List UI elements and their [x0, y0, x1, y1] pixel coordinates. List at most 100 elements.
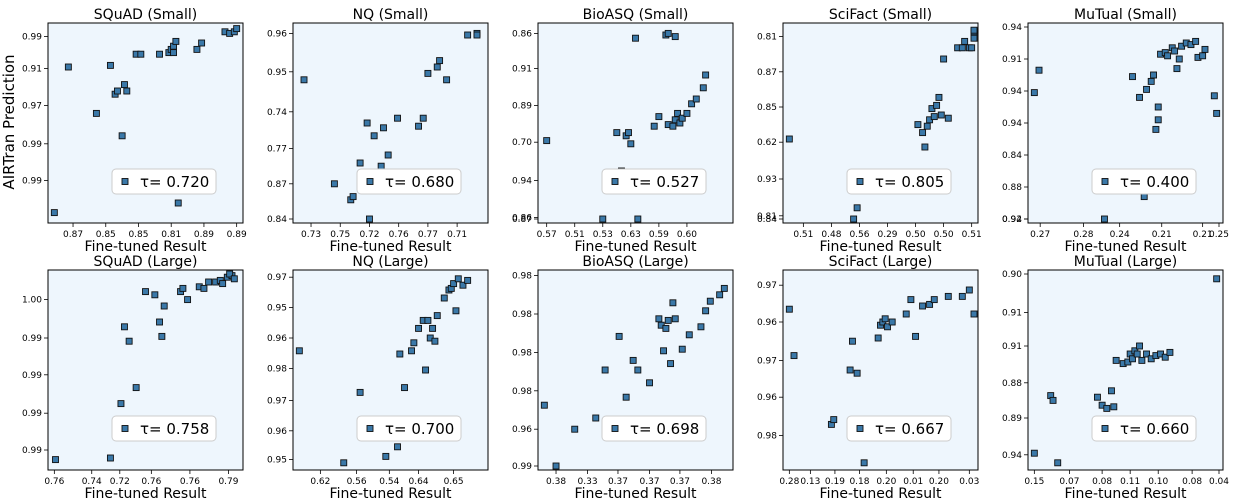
- x-tick-label: 0.37: [640, 477, 660, 487]
- y-tick-label: 0.62: [757, 138, 777, 148]
- scatter-panel: NQ (Small) 0.73 0.75 0.72 0.76 0.77 0.71 0.96 0.…: [267, 7, 489, 255]
- y-tick-label: 0.98: [512, 310, 532, 320]
- data-point: [1108, 387, 1115, 395]
- x-tick-label: 0.89: [194, 230, 214, 240]
- data-point: [1154, 103, 1162, 111]
- data-point: [669, 299, 677, 307]
- data-point: [685, 331, 693, 339]
- x-axis-label: Fine-tuned Result: [1065, 239, 1187, 255]
- panel-title: NQ (Large): [352, 254, 428, 270]
- data-point: [118, 132, 126, 140]
- y-tick-label: 0.91: [22, 65, 42, 75]
- data-point: [935, 93, 943, 101]
- x-axis-label: Fine-tuned Result: [85, 239, 207, 255]
- data-point: [930, 113, 938, 121]
- panel-title: BioASQ (Large): [582, 254, 688, 270]
- y-tick-label: 0.87: [267, 180, 287, 190]
- plot-frame: [292, 269, 489, 471]
- x-tick-label: 0.51: [565, 230, 585, 240]
- data-point: [106, 61, 114, 69]
- y-tick-label: 0.97: [267, 273, 287, 283]
- y-tick-label: 0.94: [1002, 215, 1022, 225]
- data-point: [1101, 215, 1108, 223]
- plot-frame: [1027, 22, 1224, 224]
- data-point: [380, 124, 387, 132]
- legend-marker: [121, 178, 129, 185]
- x-tick-label: 0.04: [1209, 477, 1229, 487]
- y-tick-label: 0.99: [22, 334, 42, 344]
- y-tick-label: 0.98: [757, 432, 777, 442]
- y-tick-label: 0.97: [267, 396, 287, 406]
- data-point: [664, 316, 672, 324]
- plot-frame: [782, 22, 979, 224]
- x-axis-label: Fine-tuned Result: [820, 239, 942, 255]
- data-point: [552, 462, 560, 470]
- legend-marker: [611, 425, 619, 432]
- data-point: [295, 347, 303, 355]
- tau-legend: [846, 415, 952, 442]
- data-point: [625, 129, 632, 137]
- data-point: [429, 324, 437, 332]
- data-point: [1030, 449, 1038, 457]
- data-point: [300, 76, 308, 84]
- tau-value: τ= 0.527: [630, 173, 699, 191]
- y-tick-label: 0.86: [512, 213, 532, 223]
- x-tick-label: 0.76: [389, 230, 409, 240]
- data-point: [394, 114, 401, 122]
- scatter-panel: SciFact (Small) 0.51 0.48 0.56 0.29 0.50 0.50 0…: [757, 7, 982, 255]
- x-axis-label: Fine-tuned Result: [575, 486, 697, 500]
- data-point: [121, 323, 128, 331]
- x-tick-label: 0.38: [546, 477, 566, 487]
- y-tick-label: 0.77: [267, 145, 287, 155]
- data-point: [377, 162, 385, 170]
- x-tick-label: 0.11: [1120, 477, 1140, 487]
- y-tick-label: 0.70: [512, 138, 532, 148]
- data-point: [846, 366, 854, 374]
- data-point: [615, 332, 623, 340]
- y-tick-label: 0.91: [1002, 55, 1022, 65]
- data-point: [853, 204, 861, 212]
- scatter-panel: NQ (Large) 0.62 0.56 0.54 0.64 0.65 0.97 0.95 0.…: [267, 254, 489, 500]
- data-point: [571, 425, 579, 433]
- data-point: [92, 109, 100, 117]
- data-point: [179, 284, 187, 292]
- data-point: [1166, 348, 1174, 356]
- data-point: [706, 297, 714, 305]
- data-point: [1136, 342, 1143, 350]
- x-tick-label: 0.59: [649, 230, 669, 240]
- data-point: [356, 388, 364, 396]
- data-point: [930, 296, 938, 304]
- x-tick-label: 0.08: [1092, 477, 1112, 487]
- scatter-panel: SciFact (Large) 0.28 0.13 0.19 0.18 0.20 0.01 0…: [757, 254, 979, 500]
- data-point: [1129, 355, 1136, 363]
- data-point: [912, 332, 920, 340]
- y-tick-label: 0.85: [757, 103, 777, 113]
- panel-title: SQuAD (Large): [94, 254, 198, 270]
- tau-value: τ= 0.698: [630, 420, 699, 438]
- data-point: [419, 114, 427, 122]
- x-axis-label: Fine-tuned Result: [330, 239, 452, 255]
- data-point: [940, 55, 948, 63]
- data-point: [923, 122, 931, 130]
- data-point: [433, 63, 441, 71]
- x-tick-label: 0.54: [379, 477, 399, 487]
- y-tick-label: 0.99: [22, 409, 42, 419]
- data-point: [634, 366, 642, 374]
- data-point: [632, 34, 639, 42]
- x-tick-label: 0.33: [578, 477, 598, 487]
- data-point: [436, 57, 444, 65]
- data-point: [219, 280, 227, 288]
- data-point: [473, 31, 481, 39]
- data-point: [142, 288, 149, 296]
- x-tick-label: 0.53: [593, 230, 613, 240]
- data-point: [1213, 109, 1221, 117]
- x-tick-label: 0.50: [906, 230, 926, 240]
- data-point: [1110, 403, 1118, 411]
- data-point: [944, 292, 952, 300]
- data-point: [1093, 393, 1101, 401]
- data-point: [50, 209, 58, 217]
- data-point: [117, 400, 125, 408]
- y-tick-label: 0.94: [1002, 451, 1022, 461]
- legend-marker: [121, 425, 129, 432]
- data-point: [137, 50, 145, 58]
